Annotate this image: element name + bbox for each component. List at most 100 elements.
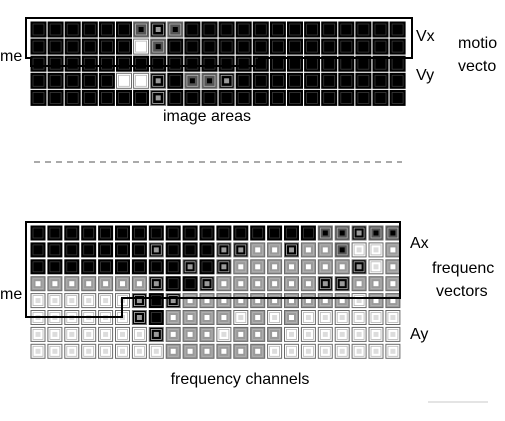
motion-cell — [47, 55, 64, 72]
motion-cell — [64, 55, 81, 72]
frequency-cell — [131, 343, 147, 359]
frequency-cell — [98, 276, 114, 292]
frequency-cell — [30, 276, 46, 292]
motion-cell — [218, 72, 235, 89]
label-time-bottom: me — [0, 286, 22, 303]
motion-cell — [372, 38, 389, 55]
frequency-cell — [81, 225, 97, 241]
frequency-cell — [284, 259, 299, 275]
motion-cell — [167, 55, 184, 72]
frequency-cell — [30, 343, 46, 359]
frequency-cell — [385, 225, 401, 241]
motion-vx-region-outline — [25, 17, 413, 67]
motion-cell — [321, 89, 338, 106]
frequency-cell — [148, 225, 164, 241]
frequency-cell — [317, 259, 333, 275]
motion-cell — [184, 21, 201, 38]
motion-cell — [133, 89, 150, 106]
motion-cell — [150, 89, 167, 106]
frequency-cell — [317, 242, 333, 258]
motion-cell — [287, 21, 303, 38]
frequency-cell — [351, 326, 367, 342]
motion-cell — [133, 55, 150, 72]
motion-cell — [30, 89, 47, 106]
motion-cell — [201, 38, 218, 55]
frequency-cell — [115, 343, 130, 359]
motion-cell — [355, 89, 372, 106]
motion-cell — [389, 89, 406, 106]
motion-cell — [98, 89, 115, 106]
frequency-cell — [199, 310, 215, 325]
frequency-cell — [368, 293, 384, 309]
frequency-cell — [368, 276, 384, 292]
frequency-cell — [300, 326, 316, 342]
motion-cell — [321, 72, 338, 89]
frequency-cell — [284, 326, 299, 342]
motion-cell — [81, 72, 98, 89]
motion-cell — [116, 55, 132, 72]
motion-cell — [389, 21, 406, 38]
frequency-cell — [385, 293, 401, 309]
label-motion-1: motio — [458, 35, 497, 52]
frequency-cell — [385, 326, 401, 342]
frequency-cell — [216, 225, 232, 241]
frequency-cell — [64, 259, 80, 275]
frequency-cell — [47, 293, 63, 309]
frequency-cell — [216, 276, 232, 292]
frequency-cell — [131, 310, 147, 325]
frequency-cell — [233, 225, 249, 241]
motion-cell — [338, 38, 355, 55]
motion-cell — [47, 38, 64, 55]
motion-cell — [98, 21, 115, 38]
frequency-cell — [368, 225, 384, 241]
frequency-cell — [81, 293, 97, 309]
frequency-cell — [131, 276, 147, 292]
frequency-cell — [199, 276, 215, 292]
frequency-cell — [115, 242, 130, 258]
motion-cell — [81, 21, 98, 38]
motion-cell — [116, 21, 132, 38]
frequency-cell — [182, 310, 198, 325]
frequency-cell — [233, 276, 249, 292]
motion-cell — [30, 21, 47, 38]
motion-cell — [252, 72, 269, 89]
frequency-cell — [216, 343, 232, 359]
frequency-cell — [115, 225, 130, 241]
motion-cell — [167, 21, 184, 38]
frequency-cell — [115, 276, 130, 292]
motion-cell — [372, 55, 389, 72]
frequency-cell — [300, 225, 316, 241]
motion-cell — [304, 55, 321, 72]
motion-cell — [30, 72, 47, 89]
motion-cell — [235, 55, 252, 72]
frequency-cell — [317, 343, 333, 359]
motion-cell — [218, 21, 235, 38]
frequency-cell — [30, 259, 46, 275]
motion-cell — [252, 38, 269, 55]
frequency-cell — [81, 343, 97, 359]
motion-cell — [269, 21, 286, 38]
motion-cell — [184, 89, 201, 106]
frequency-cell — [267, 293, 283, 309]
motion-cell — [321, 38, 338, 55]
motion-cell — [184, 72, 201, 89]
frequency-cell — [317, 276, 333, 292]
frequency-cell — [47, 276, 63, 292]
motion-cell — [47, 72, 64, 89]
motion-cell — [218, 89, 235, 106]
frequency-cell — [300, 242, 316, 258]
frequency-cell — [300, 310, 316, 325]
motion-cell — [218, 55, 235, 72]
motion-cell — [304, 89, 321, 106]
motion-cell — [167, 89, 184, 106]
frequency-cell — [351, 310, 367, 325]
frequency-cell — [115, 259, 130, 275]
motion-cell — [201, 89, 218, 106]
frequency-cell — [334, 310, 350, 325]
frequency-cell — [165, 310, 181, 325]
frequency-cell — [267, 310, 283, 325]
frequency-cell — [334, 259, 350, 275]
frequency-cell — [199, 225, 215, 241]
frequency-cell — [98, 293, 114, 309]
motion-cell — [184, 38, 201, 55]
